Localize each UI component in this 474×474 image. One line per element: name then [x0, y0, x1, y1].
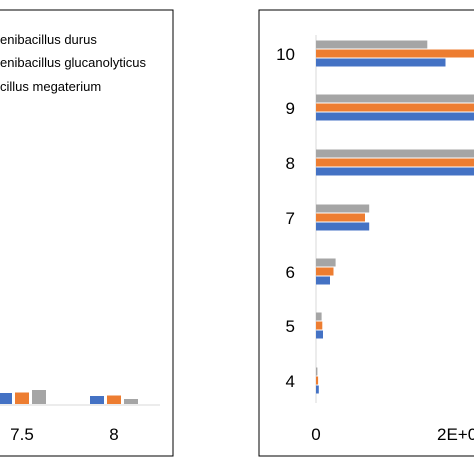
right-y-tick-label: 4	[286, 372, 295, 391]
right-y-tick-label: 10	[276, 45, 295, 64]
right-y-tick-labels: 4 5 6 7 8 9 10	[276, 45, 295, 391]
right-bar-6-series-1	[316, 276, 330, 285]
legend-entry-3: cillus megaterium	[0, 79, 101, 94]
right-bar-4-series-1	[316, 385, 319, 394]
right-x-tick-labels: 0 2E+0	[311, 425, 474, 444]
right-bar-7-series-2	[316, 213, 365, 222]
left-bar-7.5-series-1	[0, 393, 12, 404]
legend-entry-2: enibacillus glucanolyticus	[0, 55, 146, 70]
right-bar-4-series-2	[316, 376, 319, 385]
right-bar-9-series-1	[316, 112, 474, 121]
right-bar-8-series-2	[316, 158, 474, 167]
right-bar-9-series-2	[316, 103, 474, 112]
right-x-tick-label: 2E+0	[437, 425, 474, 444]
right-bar-6-series-3	[316, 258, 336, 267]
left-bar-8-series-2	[107, 395, 121, 404]
right-bar-8-series-3	[316, 149, 474, 158]
legend-entry-1: enibacillus durus	[0, 32, 97, 47]
right-x-tick-label: 0	[311, 425, 320, 444]
right-chart-bars	[316, 40, 474, 394]
left-chart-frame	[0, 9, 174, 457]
right-bar-5-series-2	[316, 321, 323, 330]
left-bar-7.5-series-2	[15, 392, 29, 404]
right-y-tick-label: 6	[286, 263, 295, 282]
right-bar-10-series-2	[316, 49, 474, 58]
left-chart-bars	[0, 390, 138, 404]
right-bar-8-series-1	[316, 167, 474, 176]
left-x-tick-label: 8	[109, 425, 118, 444]
left-bar-8-series-1	[90, 396, 104, 404]
right-y-tick-label: 8	[286, 154, 295, 173]
right-bar-10-series-3	[316, 40, 428, 49]
left-bar-7.5-series-3	[32, 390, 46, 404]
right-chart-frame	[258, 9, 474, 457]
right-y-tick-label: 9	[286, 99, 295, 118]
right-bar-7-series-3	[316, 204, 370, 213]
left-x-tick-label: 7.5	[10, 425, 34, 444]
right-bar-4-series-3	[316, 367, 318, 376]
right-bar-5-series-1	[316, 330, 323, 339]
left-x-tick-labels: 7.5 8	[10, 425, 119, 444]
left-chart-legend: enibacillus durus enibacillus glucanolyti…	[0, 32, 146, 94]
right-bar-5-series-3	[316, 312, 322, 321]
right-bar-10-series-1	[316, 58, 446, 67]
right-bar-9-series-3	[316, 94, 474, 103]
right-y-tick-label: 7	[286, 209, 295, 228]
left-bar-8-series-3	[124, 399, 138, 404]
right-bar-7-series-1	[316, 222, 370, 231]
right-y-tick-label: 5	[286, 317, 295, 336]
right-bar-6-series-2	[316, 267, 334, 276]
